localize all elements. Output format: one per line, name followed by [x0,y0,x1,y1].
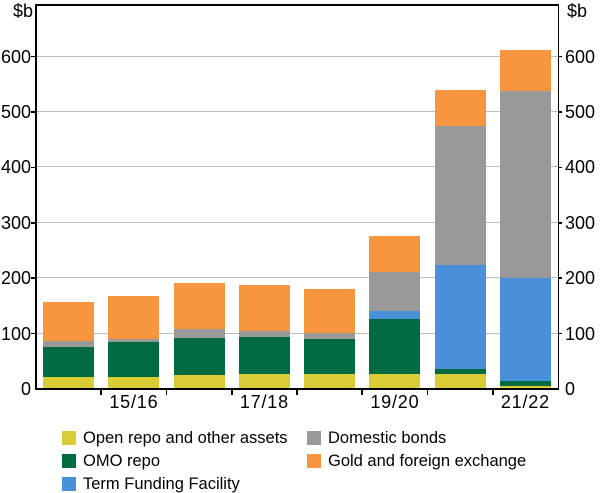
y-axis-label-left-400: 400 [0,157,31,178]
legend-swatch-icon [62,431,76,445]
plot-area [36,5,558,389]
x-tick-3 [230,389,233,395]
y-axis-label-right-400: 400 [565,157,596,178]
bar-18-19-segment [304,333,356,340]
bar-16-17-segment [173,338,225,376]
legend-swatch-icon [62,477,76,491]
x-axis-label-17-18: 17/18 [239,392,289,412]
bar-17-18-segment [238,284,290,331]
bar-16-17-segment [173,282,225,330]
legend-swatch-icon [307,454,321,468]
y-axis-left [35,4,37,389]
bar-14-15-segment [43,340,95,347]
y-axis-label-right-100: 100 [565,323,596,344]
y-axis-label-left-100: 100 [0,323,31,344]
bar-19-20-segment [369,319,421,375]
bar-16-17-segment [173,375,225,389]
y-axis-unit-left: $b [12,1,33,21]
legend-label: OMO repo [83,452,161,470]
bar-21-22-segment [499,50,551,91]
x-axis-label-15-16: 15/16 [109,392,159,412]
bar-19-20-segment [369,310,421,320]
gridline-300 [36,221,558,223]
gridline-100 [36,332,558,334]
y-axis-label-left-200: 200 [0,268,31,289]
x-tick-5 [361,389,364,395]
y-tick-right-300 [558,221,562,224]
bar-20-21-segment [434,90,486,127]
bar-20-21-segment [434,374,486,389]
bar-18-19-segment [304,289,356,334]
bar-20-21-segment [434,126,486,266]
bar-20-21-segment [434,368,486,375]
legend-swatch-icon [307,431,321,445]
y-axis-right [557,4,560,389]
y-axis-label-right-600: 600 [565,46,596,67]
x-axis [35,387,559,390]
y-tick-right-600 [558,55,562,58]
legend-swatch-icon [62,454,76,468]
y-tick-right-100 [558,332,562,335]
x-tick-2 [165,389,168,395]
bar-16-17-segment [173,329,225,339]
bar-18-19-segment [304,339,356,375]
legend-label: Term Funding Facility [83,475,240,493]
x-tick-7 [491,389,494,395]
y-tick-left-600 [31,55,35,58]
y-tick-left-500 [31,111,35,113]
y-axis-label-right-500: 500 [565,101,596,122]
gridline-200 [36,277,558,279]
y-tick-right-200 [558,277,562,279]
y-tick-right-500 [558,111,562,113]
gridline-600 [36,55,558,57]
bar-14-15-segment [43,376,95,389]
bar-18-19-segment [304,374,356,389]
y-axis-label-left-600: 600 [0,46,31,67]
legend-label: Open repo and other assets [83,429,288,447]
bar-17-18-segment [238,337,290,375]
x-axis-label-21-22: 21/22 [500,392,550,412]
x-axis-label-19-20: 19/20 [370,392,420,412]
y-tick-left-200 [31,277,35,279]
bar-19-20-segment [369,236,421,272]
legend-label: Gold and foreign exchange [328,452,527,470]
y-axis-label-right-200: 200 [565,268,596,289]
y-tick-left-100 [31,332,35,335]
y-axis-label-right-300: 300 [565,212,596,233]
y-tick-left-300 [31,221,35,224]
y-tick-left-400 [31,166,35,169]
legend-label: Domestic bonds [328,429,447,447]
bar-15-16-segment [108,342,160,377]
y-tick-right-400 [558,166,562,169]
axis-top-border [35,4,559,6]
bar-20-21-segment [434,265,486,369]
bar-19-20-segment [369,271,421,311]
bar-21-22-segment [499,277,551,382]
bar-15-16-segment [108,339,160,343]
bar-15-16-segment [108,295,160,340]
gridline-400 [36,166,558,168]
y-axis-unit-right: $b [567,1,588,21]
bar-21-22-segment [499,381,551,387]
x-tick-6 [426,389,429,395]
bar-19-20-segment [369,374,421,389]
bar-21-22-segment [499,90,551,278]
bar-17-18-segment [238,330,290,338]
gridline-500 [36,110,558,112]
bar-15-16-segment [108,376,160,389]
y-axis-label-left-0: 0 [20,379,31,399]
x-tick-4 [296,389,298,395]
bar-14-15-segment [43,302,95,341]
bar-14-15-segment [43,346,95,377]
y-axis-label-right-0: 0 [565,379,576,399]
y-axis-label-left-500: 500 [0,101,31,122]
bar-17-18-segment [238,374,290,389]
y-axis-label-left-300: 300 [0,212,31,233]
x-tick-1 [100,389,103,395]
